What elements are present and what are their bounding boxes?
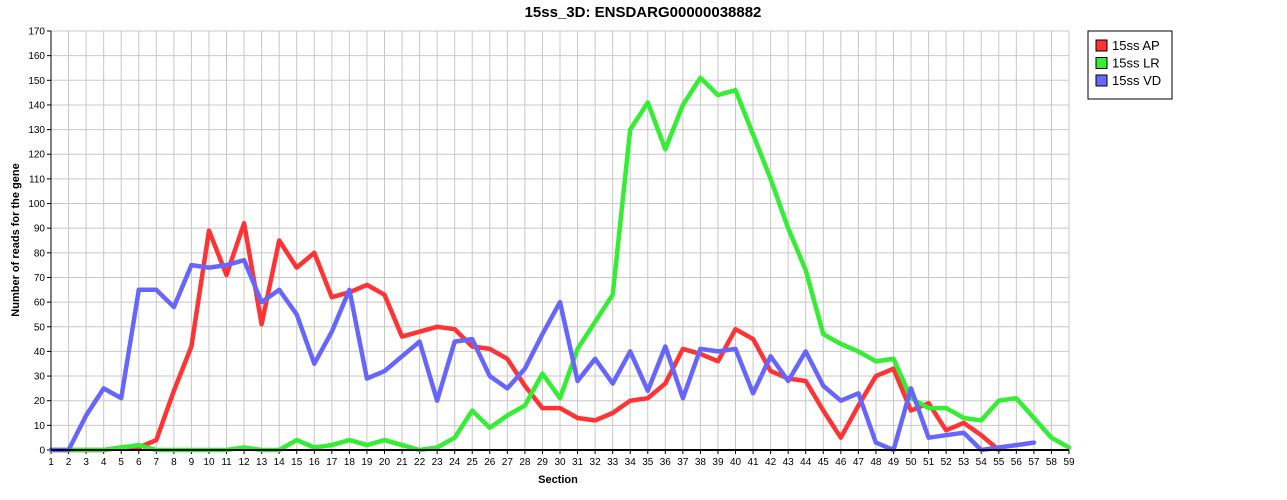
x-tick-label: 54 — [976, 457, 988, 468]
x-tick-label: 52 — [941, 457, 953, 468]
legend: 15ss AP 15ss LR 15ss VD — [1087, 30, 1173, 100]
x-tick-label: 55 — [993, 457, 1005, 468]
x-tick-label: 31 — [572, 457, 584, 468]
y-axis-ticks: 0 10 20 30 40 50 60 70 80 90 100 110 120 130 140 150 160… — [28, 27, 51, 457]
y-axis-label: Number of reads for the gene — [10, 163, 22, 316]
y-tick-label: 100 — [28, 199, 45, 210]
x-tick-label: 49 — [888, 457, 900, 468]
x-tick-label: 35 — [642, 457, 654, 468]
x-tick-label: 9 — [189, 457, 195, 468]
y-tick-label: 120 — [28, 150, 45, 161]
x-tick-label: 2 — [66, 457, 72, 468]
y-tick-label: 90 — [34, 224, 46, 235]
series-line-3 — [48, 257, 1037, 453]
x-tick-label: 4 — [101, 457, 107, 468]
y-tick-label: 130 — [28, 125, 45, 136]
axes — [50, 31, 1069, 451]
x-tick-label: 13 — [256, 457, 268, 468]
x-tick-label: 20 — [379, 457, 391, 468]
x-tick-label: 36 — [660, 457, 672, 468]
y-tick-label: 20 — [34, 396, 46, 407]
x-tick-label: 44 — [800, 457, 812, 468]
x-tick-label: 47 — [853, 457, 865, 468]
x-tick-label: 16 — [309, 457, 321, 468]
legend-swatch — [1095, 39, 1108, 52]
x-tick-label: 34 — [625, 457, 637, 468]
x-tick-label: 18 — [344, 457, 356, 468]
x-axis-ticks: 1 2 3 4 5 6 7 8 9 10 11 12 13 14 15 16 17 18 19 20 21 22 23 24 2… — [48, 450, 1075, 468]
y-tick-label: 170 — [28, 27, 45, 38]
x-tick-label: 11 — [221, 457, 232, 468]
x-tick-label: 3 — [83, 457, 89, 468]
x-tick-label: 40 — [730, 457, 742, 468]
x-tick-label: 24 — [449, 457, 461, 468]
x-tick-label: 42 — [765, 457, 777, 468]
x-tick-label: 1 — [48, 457, 54, 468]
y-tick-label: 140 — [28, 100, 45, 111]
x-tick-label: 58 — [1046, 457, 1058, 468]
series-line-1 — [48, 220, 1002, 453]
legend-label: 15ss VD — [1112, 73, 1161, 88]
legend-label: 15ss LR — [1112, 56, 1160, 71]
y-tick-label: 10 — [34, 421, 46, 432]
x-tick-label: 50 — [905, 457, 917, 468]
x-tick-label: 38 — [695, 457, 707, 468]
y-tick-label: 80 — [34, 248, 46, 259]
x-tick-label: 29 — [537, 457, 549, 468]
x-tick-label: 57 — [1028, 457, 1040, 468]
y-tick-label: 70 — [34, 273, 46, 284]
x-tick-label: 19 — [361, 457, 373, 468]
x-tick-label: 22 — [414, 457, 426, 468]
x-tick-label: 28 — [519, 457, 531, 468]
x-tick-label: 21 — [396, 457, 408, 468]
x-tick-label: 39 — [712, 457, 724, 468]
y-tick-label: 50 — [34, 322, 46, 333]
x-tick-label: 59 — [1063, 457, 1075, 468]
x-axis-label: Section — [538, 474, 578, 486]
y-tick-label: 40 — [34, 347, 46, 358]
y-tick-label: 30 — [34, 372, 46, 383]
x-tick-label: 53 — [958, 457, 970, 468]
x-tick-label: 27 — [502, 457, 514, 468]
x-tick-label: 45 — [818, 457, 830, 468]
x-tick-label: 7 — [154, 457, 160, 468]
x-tick-label: 37 — [677, 457, 689, 468]
y-tick-label: 60 — [34, 298, 46, 309]
y-tick-label: 160 — [28, 51, 45, 62]
x-tick-label: 48 — [870, 457, 882, 468]
legend-swatch — [1095, 57, 1108, 69]
x-tick-label: 43 — [783, 457, 795, 468]
y-tick-label: 150 — [28, 76, 45, 87]
x-tick-label: 51 — [923, 457, 935, 468]
x-tick-label: 41 — [748, 457, 760, 468]
chart-title: 15ss_3D: ENSDARG00000038882 — [525, 4, 762, 21]
x-tick-label: 46 — [835, 457, 847, 468]
x-tick-label: 5 — [118, 457, 124, 468]
x-tick-label: 6 — [136, 457, 142, 468]
x-tick-label: 23 — [432, 457, 444, 468]
grid-lines — [50, 30, 1070, 451]
x-tick-label: 56 — [1011, 457, 1023, 468]
x-tick-label: 33 — [607, 457, 619, 468]
legend-label: 15ss AP — [1112, 38, 1160, 53]
x-tick-label: 32 — [590, 457, 602, 468]
x-tick-label: 14 — [274, 457, 286, 468]
y-tick-label: 110 — [29, 174, 45, 185]
y-tick-label: 0 — [39, 446, 45, 457]
x-tick-label: 26 — [484, 457, 496, 468]
x-tick-label: 17 — [326, 457, 338, 468]
x-tick-label: 30 — [554, 457, 566, 468]
legend-swatch — [1095, 74, 1108, 87]
x-tick-label: 25 — [467, 457, 479, 468]
x-tick-label: 15 — [291, 457, 303, 468]
x-tick-label: 10 — [203, 457, 215, 468]
x-tick-label: 8 — [171, 457, 177, 468]
x-tick-label: 12 — [239, 457, 251, 468]
